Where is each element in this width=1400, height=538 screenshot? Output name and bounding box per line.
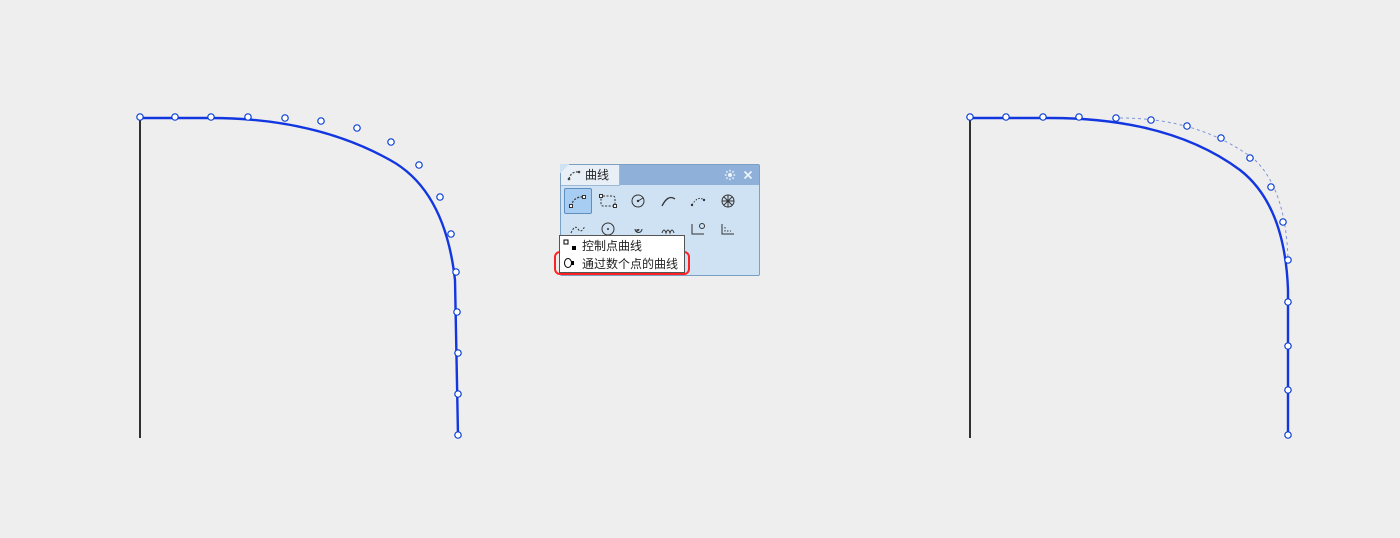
panel-tab[interactable]: 曲线 (561, 165, 620, 186)
tool-offset2[interactable] (714, 216, 742, 242)
curve-flyout-menu: 控制点曲线通过数个点的曲线 (559, 235, 685, 273)
ctrl-icon (562, 238, 578, 252)
gear-icon[interactable] (723, 168, 737, 182)
flyout-item-ctrl[interactable]: 控制点曲线 (560, 236, 684, 254)
panel-title: 曲线 (585, 166, 609, 183)
panel-body: 控制点曲线通过数个点的曲线 (561, 185, 759, 275)
flyout-label: 控制点曲线 (582, 237, 642, 254)
tool-arc[interactable] (654, 188, 682, 214)
panel-header[interactable]: 曲线 (561, 165, 759, 185)
panel-header-actions (620, 165, 759, 185)
close-icon[interactable] (741, 168, 755, 182)
tool-dotted-arc[interactable] (684, 188, 712, 214)
tool-curve-ctrl[interactable] (564, 188, 592, 214)
right-curve-diagram (940, 100, 1320, 460)
flyout-label: 通过数个点的曲线 (582, 255, 678, 272)
left-curve-diagram (110, 100, 490, 460)
tool-offset[interactable] (684, 216, 712, 242)
tool-rect-round[interactable] (594, 188, 622, 214)
curve-tab-icon (567, 168, 581, 182)
tool-radial[interactable] (714, 188, 742, 214)
flyout-item-thru[interactable]: 通过数个点的曲线 (560, 254, 684, 272)
curves-panel: 曲线 控制点曲线通过数个点的曲线 (560, 164, 760, 276)
tool-circle[interactable] (624, 188, 652, 214)
thru-icon (562, 256, 578, 270)
